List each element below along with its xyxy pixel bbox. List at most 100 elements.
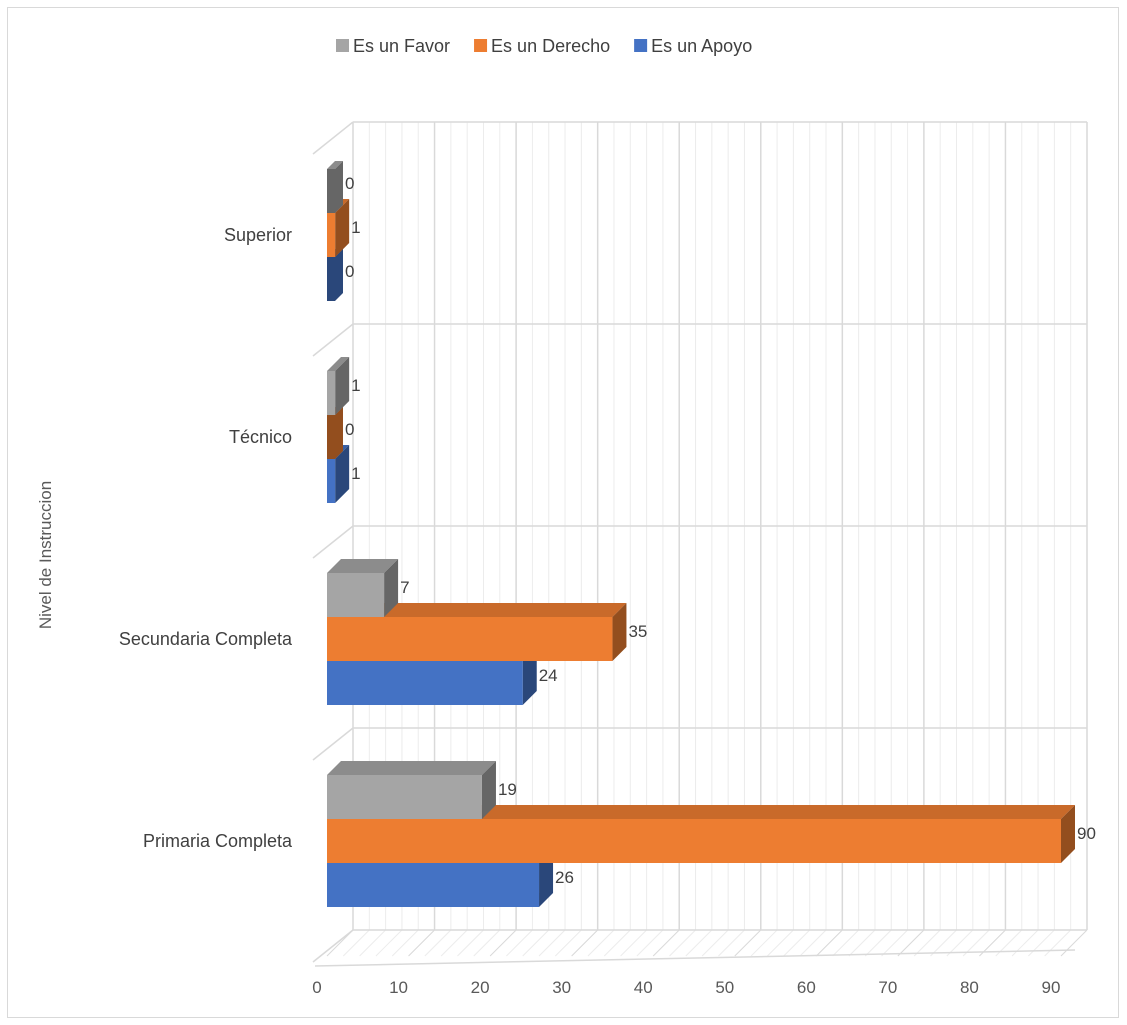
floor-gridline xyxy=(391,929,419,957)
floor-gridline xyxy=(457,929,484,957)
floor-gridline xyxy=(375,929,403,957)
bar-side xyxy=(539,849,554,907)
data-label: 0 xyxy=(345,420,354,439)
x-tick-label: 10 xyxy=(389,978,408,997)
data-label: 1 xyxy=(351,464,360,483)
y-axis-title: Nivel de Instruccion xyxy=(36,481,55,629)
side-gridline xyxy=(312,929,354,963)
bar-top xyxy=(327,603,627,617)
floor-gridline xyxy=(636,929,664,957)
bar xyxy=(327,213,336,257)
data-label: 90 xyxy=(1077,824,1096,843)
legend-label: Es un Favor xyxy=(353,36,450,56)
floor-gridline xyxy=(1060,929,1088,957)
x-tick-label: 0 xyxy=(312,978,321,997)
bar-top xyxy=(327,161,343,169)
bar-top xyxy=(327,357,350,371)
category-label: Técnico xyxy=(229,427,292,447)
floor-gridline xyxy=(930,929,957,957)
floor-gridline xyxy=(652,929,680,957)
floor-gridline xyxy=(701,929,729,957)
x-tick-label: 30 xyxy=(552,978,571,997)
bar xyxy=(327,257,335,301)
bar-side xyxy=(335,407,343,459)
floor-gridline xyxy=(718,929,745,957)
bar xyxy=(327,617,613,661)
x-tick-label: 20 xyxy=(471,978,490,997)
data-label: 26 xyxy=(555,868,574,887)
x-tick-label: 90 xyxy=(1042,978,1061,997)
floor-gridline xyxy=(440,929,468,957)
floor-gridline xyxy=(603,929,631,957)
bar-top xyxy=(327,805,1075,819)
floor-gridline xyxy=(832,929,859,957)
bar-side xyxy=(612,603,627,661)
floor-gridline xyxy=(783,929,811,957)
floor-gridline xyxy=(848,929,876,957)
bar xyxy=(327,819,1061,863)
side-gridline xyxy=(312,121,354,155)
data-label: 19 xyxy=(498,780,517,799)
floor-gridline xyxy=(799,929,827,957)
bar xyxy=(327,775,482,819)
bar xyxy=(327,371,336,415)
floor-gridline xyxy=(489,929,517,957)
floor-gridline xyxy=(897,929,925,957)
floor-gridline xyxy=(685,929,713,957)
floor-gridline xyxy=(913,929,941,957)
legend-swatch xyxy=(336,39,349,52)
bar xyxy=(327,415,335,459)
floor-gridline xyxy=(538,929,566,957)
floor-gridline xyxy=(815,929,843,957)
floor-gridline xyxy=(767,929,794,957)
data-label: 1 xyxy=(351,218,360,237)
x-tick-label: 50 xyxy=(715,978,734,997)
category-label: Secundaria Completa xyxy=(119,629,293,649)
floor-gridline xyxy=(750,929,778,957)
bar xyxy=(327,573,385,617)
legend-swatch xyxy=(474,39,488,52)
bar xyxy=(327,661,523,705)
data-label: 35 xyxy=(628,622,647,641)
floor-gridline xyxy=(734,929,762,957)
legend-label: Es un Derecho xyxy=(491,36,610,56)
floor-gridline xyxy=(587,929,615,957)
floor-gridline xyxy=(424,929,452,957)
legend-swatch xyxy=(634,39,648,52)
bar xyxy=(327,863,540,907)
data-label: 24 xyxy=(539,666,558,685)
floor-gridline xyxy=(522,929,550,957)
floor-gridline xyxy=(946,929,974,957)
floor-gridline xyxy=(473,929,501,957)
bar-side xyxy=(335,357,350,415)
data-label: 0 xyxy=(345,262,354,281)
side-gridline xyxy=(312,525,354,559)
floor-gridline xyxy=(881,929,908,957)
x-tick-label: 40 xyxy=(634,978,653,997)
floor-gridline xyxy=(506,929,533,957)
floor-gridline xyxy=(342,929,370,957)
bar-side xyxy=(481,761,496,819)
floor-gridline xyxy=(555,929,582,957)
side-gridline xyxy=(312,323,354,357)
floor-gridline xyxy=(620,929,647,957)
x-tick-label: 80 xyxy=(960,978,979,997)
category-label: Superior xyxy=(224,225,292,245)
data-label: 0 xyxy=(345,174,354,193)
data-label: 1 xyxy=(351,376,360,395)
bar-side xyxy=(1061,805,1075,863)
bar-top xyxy=(327,559,399,573)
bar-side xyxy=(335,199,350,257)
floor-gridline xyxy=(1044,929,1072,957)
x-tick-label: 60 xyxy=(797,978,816,997)
legend: Es un Favor Es un Derecho Es un Apoyo xyxy=(336,36,752,56)
bar-top xyxy=(327,761,496,775)
floor-gridline xyxy=(864,929,892,957)
floor-gridline xyxy=(669,929,696,957)
bar xyxy=(327,169,335,213)
floor-edge xyxy=(314,949,1076,967)
bar-side xyxy=(335,161,343,213)
floor-gridline xyxy=(1011,929,1039,957)
